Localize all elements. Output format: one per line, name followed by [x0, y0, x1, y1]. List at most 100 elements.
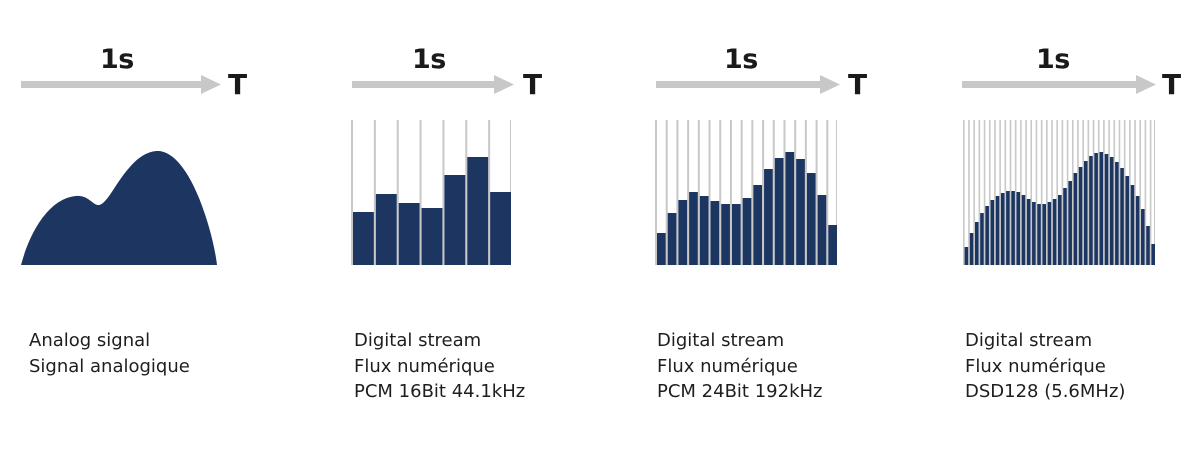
- arrow-right-icon: [962, 75, 1156, 94]
- sample-bar: [398, 203, 420, 265]
- sample-bar: [1125, 176, 1130, 265]
- sample-bar: [467, 157, 489, 265]
- time-label: 1s: [100, 44, 134, 75]
- axis-label-t: T: [848, 68, 868, 101]
- pcm16-bar-chart: [351, 118, 512, 268]
- caption-line-fr: Signal analogique: [29, 355, 190, 377]
- sample-bar: [1063, 188, 1067, 265]
- caption-line-en: Digital stream: [965, 330, 1093, 351]
- caption-pcm24: Digital stream Flux numérique PCM 24Bit …: [657, 328, 822, 405]
- sample-bar: [990, 200, 995, 265]
- sample-bar: [689, 192, 698, 265]
- sample-bar: [1141, 209, 1145, 265]
- sample-bar: [1068, 181, 1072, 265]
- caption-line-fr: Flux numérique: [657, 355, 798, 377]
- sample-bar: [1151, 244, 1155, 265]
- sample-bar: [995, 196, 1000, 265]
- sample-bar: [678, 200, 688, 265]
- sample-bar: [764, 169, 773, 265]
- time-label: 1s: [724, 44, 758, 75]
- sample-bar: [1037, 204, 1041, 265]
- sample-bar: [985, 206, 989, 265]
- sample-bar: [375, 194, 397, 265]
- sample-bar: [444, 175, 466, 265]
- panel-pcm16: 1s T Digital stream Flux numérique PCM 1…: [351, 44, 543, 405]
- axis-label-t: T: [523, 68, 543, 101]
- sample-bar: [731, 204, 741, 265]
- caption-line-format: PCM 16Bit 44.1kHz: [354, 381, 526, 402]
- arrow-right-icon: [656, 75, 840, 94]
- sample-bar: [699, 196, 709, 265]
- sample-bar: [657, 233, 666, 265]
- sample-bar: [1032, 202, 1036, 265]
- sample-bar: [1011, 191, 1015, 265]
- sample-bar: [1021, 195, 1026, 265]
- sample-bar: [1047, 202, 1052, 265]
- sample-bar: [421, 208, 443, 265]
- sample-bar: [1146, 226, 1150, 265]
- sample-bar: [796, 159, 805, 265]
- sample-bar: [1042, 204, 1047, 265]
- sample-bar: [1058, 195, 1062, 265]
- time-arrow: [656, 75, 840, 94]
- sample-bar: [1104, 154, 1109, 265]
- time-arrow: [962, 75, 1156, 94]
- sample-bar: [1078, 167, 1083, 265]
- sample-bar: [1094, 153, 1098, 265]
- sample-bar: [964, 247, 969, 265]
- sample-bar: [1109, 157, 1114, 265]
- caption-line-fr: Flux numérique: [965, 355, 1106, 377]
- sample-bar: [1006, 191, 1010, 265]
- caption-dsd128: Digital stream Flux numérique DSD128 (5.…: [965, 328, 1125, 405]
- axis-label-t: T: [1162, 68, 1182, 101]
- axis-label-t: T: [228, 68, 248, 101]
- sample-bar: [753, 185, 763, 265]
- sample-bar: [1016, 192, 1021, 265]
- caption-line-en: Digital stream: [657, 330, 785, 351]
- pcm24-bar-chart: [655, 118, 838, 268]
- sample-bar: [1089, 156, 1093, 265]
- time-arrow: [21, 75, 221, 94]
- sample-bar: [1099, 152, 1104, 265]
- caption-analog: Analog signal Signal analogique: [29, 328, 190, 379]
- sample-bar: [1115, 162, 1119, 265]
- dsd128-bar-chart: [963, 118, 1156, 268]
- time-label: 1s: [1036, 44, 1070, 75]
- panel-pcm24: 1s T Digital stream Flux numérique PCM 2…: [655, 44, 868, 405]
- sample-bar: [667, 213, 677, 265]
- caption-line-en: Analog signal: [29, 330, 151, 351]
- sample-bar: [1052, 199, 1057, 265]
- sample-bar: [774, 158, 784, 265]
- sample-bar: [980, 213, 984, 265]
- sample-bar: [969, 233, 974, 265]
- arrow-right-icon: [21, 75, 221, 94]
- time-arrow: [352, 75, 514, 94]
- sample-bar: [785, 152, 795, 265]
- sample-bar: [490, 192, 511, 265]
- time-label: 1s: [412, 44, 446, 75]
- sample-bar: [1073, 173, 1078, 265]
- sample-bar: [1135, 196, 1140, 265]
- sample-bar: [721, 204, 730, 265]
- caption-line-fr: Flux numérique: [354, 355, 495, 377]
- sample-bar: [1130, 185, 1135, 265]
- caption-line-format: PCM 24Bit 192kHz: [657, 381, 823, 402]
- sample-bar: [1120, 168, 1124, 265]
- analog-waveform: [21, 118, 217, 268]
- sample-bar: [806, 173, 816, 265]
- caption-line-format: DSD128 (5.6MHz): [965, 381, 1126, 402]
- sample-bar: [1026, 199, 1031, 265]
- sample-bar: [742, 198, 752, 265]
- caption-line-en: Digital stream: [354, 330, 482, 351]
- caption-pcm16: Digital stream Flux numérique PCM 16Bit …: [354, 328, 525, 405]
- sample-bar: [817, 195, 827, 265]
- sample-bar: [1083, 161, 1088, 265]
- sample-bar: [1000, 193, 1005, 265]
- sample-bar: [353, 212, 374, 265]
- arrow-right-icon: [352, 75, 514, 94]
- sample-bar: [710, 201, 720, 265]
- sample-bar: [974, 222, 979, 265]
- sample-bar: [828, 225, 837, 265]
- panel-analog: 1s T Analog signal Signal analogique: [0, 0, 300, 450]
